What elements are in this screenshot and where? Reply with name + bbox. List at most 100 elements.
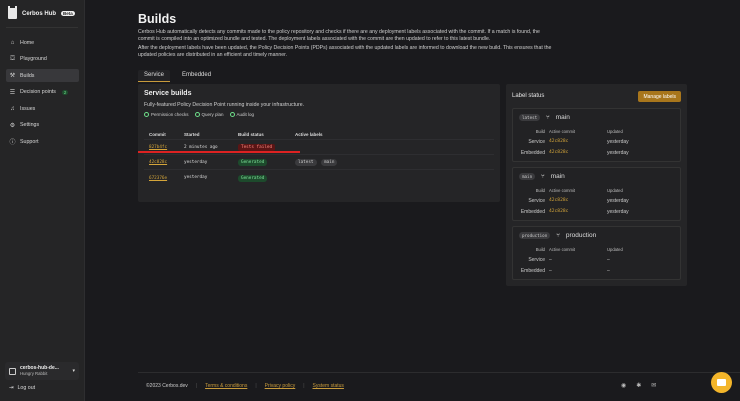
bell-icon: ♫ bbox=[10, 105, 15, 112]
sidebar-item-settings[interactable]: ⚙ Settings bbox=[6, 119, 79, 132]
sidebar-item-issues[interactable]: ♫ Issues bbox=[6, 102, 79, 115]
sidebar-item-playground[interactable]: ⛋ Playground bbox=[6, 53, 79, 66]
build-type-tabs: Service Embedded bbox=[138, 70, 217, 82]
row-label: Embedded bbox=[520, 209, 545, 215]
panel-title: Label status bbox=[512, 93, 545, 99]
active-commit[interactable]: 42c828c bbox=[549, 198, 569, 203]
label-status-panel: Label status Manage labels latest ⑂ main B… bbox=[506, 84, 687, 286]
updated-time: yesterday bbox=[607, 209, 629, 215]
active-commit: – bbox=[549, 268, 552, 274]
logout-icon: ⇥ bbox=[9, 385, 14, 391]
updated-time: – bbox=[607, 268, 610, 274]
panel-subtitle: Fully-featured Policy Decision Point run… bbox=[144, 102, 305, 108]
brand[interactable]: Cerbos Hub Beta bbox=[8, 6, 75, 19]
column-header: Active commit bbox=[549, 247, 576, 252]
organization-icon bbox=[9, 367, 16, 375]
builds-icon: ⚒ bbox=[9, 73, 16, 79]
feature-list: Permission checks Query plan Audit log bbox=[144, 112, 254, 117]
feature-label: Query plan bbox=[201, 112, 224, 117]
support-icon: ⓘ bbox=[9, 140, 16, 146]
branch-icon: ⑂ bbox=[546, 114, 550, 121]
table-row[interactable]: 827b4fc 2 minutes ago Tests failed bbox=[144, 140, 494, 155]
home-icon: ⌂ bbox=[10, 39, 15, 46]
tab-service[interactable]: Service bbox=[138, 70, 171, 82]
label-card-production: production ⑂ production Build Active commit… bbox=[512, 226, 681, 280]
builds-table: Commit Started Build status Active label… bbox=[144, 129, 494, 185]
updated-time: yesterday bbox=[607, 198, 629, 204]
sidebar-item-label: Builds bbox=[20, 72, 35, 79]
active-commit[interactable]: 42c828c bbox=[549, 139, 569, 144]
column-header: Active labels bbox=[295, 131, 323, 137]
commit-link[interactable]: 672376e bbox=[149, 175, 168, 181]
label-card-main: main ⑂ main Build Active commit Updated Serv… bbox=[512, 167, 681, 221]
sidebar: Cerbos Hub Beta ⌂ Home ⛋ Playground ⚒ Bu… bbox=[0, 0, 85, 401]
manage-labels-button[interactable]: Manage labels bbox=[638, 91, 681, 102]
system-status-link[interactable]: System status bbox=[312, 383, 344, 389]
org-name: cerbos-hub-de... bbox=[20, 365, 59, 371]
column-header: Started bbox=[184, 131, 200, 137]
table-row[interactable]: 672376e yesterday Generated bbox=[144, 170, 494, 185]
label-pill: main bbox=[321, 159, 338, 166]
feature-label: Permission checks bbox=[151, 112, 189, 117]
table-header: Commit Started Build status Active label… bbox=[144, 129, 494, 140]
status-badge: Generated bbox=[238, 174, 268, 182]
mail-icon[interactable]: ✉ bbox=[651, 383, 657, 389]
org-subtitle: Hungry Rabbit bbox=[20, 371, 48, 376]
github-icon[interactable]: ◉ bbox=[621, 383, 627, 389]
status-badge: Tests failed bbox=[238, 144, 276, 151]
org-switcher[interactable]: cerbos-hub-de... Hungry Rabbit ▾ bbox=[5, 362, 79, 380]
updated-time: yesterday bbox=[607, 139, 629, 145]
column-header: Build bbox=[535, 129, 545, 134]
sidebar-item-label: Issues bbox=[20, 105, 36, 112]
column-header: Commit bbox=[149, 131, 166, 137]
updated-time: yesterday bbox=[607, 150, 629, 156]
sidebar-item-decision-points[interactable]: ☰ Decision points 2 bbox=[6, 86, 79, 99]
feature-permission-checks: Permission checks bbox=[144, 112, 189, 117]
playground-icon: ⛋ bbox=[10, 55, 15, 62]
label-card-latest: latest ⑂ main Build Active commit Updated Se… bbox=[512, 108, 681, 162]
commit-link[interactable]: 42c828c bbox=[149, 160, 168, 165]
chat-widget-button[interactable] bbox=[711, 372, 732, 393]
tab-embedded[interactable]: Embedded bbox=[182, 72, 212, 78]
footer-social-icons: ◉ ✱ ✉ bbox=[621, 382, 656, 389]
footer-divider bbox=[138, 372, 740, 373]
sidebar-item-label: Home bbox=[20, 39, 35, 46]
check-circle-icon bbox=[144, 112, 149, 117]
slack-icon[interactable]: ✱ bbox=[636, 383, 642, 389]
sidebar-item-builds[interactable]: ⚒ Builds bbox=[6, 69, 79, 82]
footer-separator: | bbox=[303, 383, 305, 389]
row-label: Embedded bbox=[520, 268, 545, 274]
brand-name: Cerbos Hub bbox=[22, 10, 57, 17]
privacy-link[interactable]: Privacy policy bbox=[264, 383, 296, 389]
check-circle-icon bbox=[194, 112, 200, 117]
sidebar-item-label: Playground bbox=[20, 56, 47, 62]
row-label: Embedded bbox=[520, 150, 545, 156]
branch-name: main bbox=[555, 114, 570, 121]
branch-name: main bbox=[550, 173, 565, 180]
main-content: Builds Cerbos Hub automatically detects … bbox=[85, 0, 740, 401]
label-tag: main bbox=[519, 173, 536, 180]
failure-indicator-line bbox=[138, 151, 300, 153]
commit-link[interactable]: 827b4fc bbox=[149, 145, 168, 150]
terms-link[interactable]: Terms & conditions bbox=[205, 383, 248, 389]
sidebar-item-label: Decision points bbox=[20, 89, 56, 95]
chat-icon bbox=[717, 379, 726, 386]
sidebar-item-home[interactable]: ⌂ Home bbox=[6, 36, 79, 49]
active-commit[interactable]: 42c828c bbox=[549, 209, 569, 214]
active-labels: latest main bbox=[295, 159, 494, 166]
footer: ©2023 Cerbos.dev | Terms & conditions | … bbox=[146, 383, 344, 389]
panel-title: Service builds bbox=[144, 90, 192, 97]
sidebar-item-label: Settings bbox=[20, 122, 40, 128]
row-label: Service bbox=[528, 198, 545, 204]
page-description-2: After the deployment labels have been up… bbox=[138, 45, 552, 59]
logout-button[interactable]: ⇥ Log out bbox=[9, 385, 35, 391]
column-header: Updated bbox=[607, 188, 623, 193]
footer-separator: | bbox=[255, 383, 257, 389]
feature-query-plan: Query plan bbox=[194, 112, 224, 117]
footer-separator: | bbox=[195, 383, 198, 389]
sidebar-item-support[interactable]: ⓘ Support bbox=[6, 135, 79, 148]
label-tag: latest bbox=[519, 114, 541, 121]
count-badge: 2 bbox=[61, 89, 69, 95]
table-row[interactable]: 42c828c yesterday Generated latest main bbox=[144, 155, 494, 170]
active-commit[interactable]: 42c828c bbox=[549, 150, 569, 155]
